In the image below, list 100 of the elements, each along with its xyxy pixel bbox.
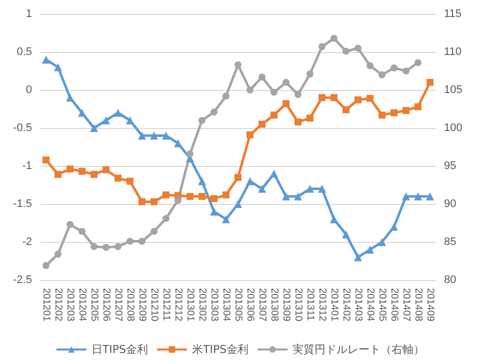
x-tick-label: 201209 <box>136 288 148 322</box>
point <box>354 44 362 52</box>
point <box>162 132 170 140</box>
y2-tick-label: 95 <box>444 160 456 172</box>
x-tick-label: 201407 <box>400 288 412 322</box>
point <box>390 64 398 72</box>
point <box>426 78 434 86</box>
x-tick-label: 201201 <box>40 288 52 322</box>
x-tick-label: 201404 <box>364 288 376 322</box>
x-tick-label: 201301 <box>184 288 196 322</box>
point <box>150 132 158 140</box>
x-tick-label: 201305 <box>232 288 244 322</box>
point <box>42 262 50 270</box>
point <box>330 215 338 224</box>
point <box>102 116 110 124</box>
point <box>378 112 386 119</box>
point <box>126 178 134 185</box>
legend-label: 米TIPS金利 <box>192 343 249 356</box>
x-tick-label: 201303 <box>208 288 220 322</box>
legend-label: 日TIPS金利 <box>91 343 148 356</box>
x-tick-label: 201208 <box>124 288 136 322</box>
x-tick-label: 201403 <box>352 288 364 322</box>
point <box>282 192 290 200</box>
point <box>366 94 374 102</box>
point <box>138 198 146 206</box>
x-tick-label: 201207 <box>112 288 124 322</box>
point <box>114 243 122 250</box>
x-tick-label: 201308 <box>268 288 280 322</box>
point <box>306 114 314 122</box>
point <box>342 230 350 238</box>
y-tick-label: -1.5 <box>13 198 32 210</box>
point <box>402 107 410 114</box>
point <box>294 118 302 126</box>
point <box>294 192 302 200</box>
point <box>318 184 326 193</box>
x-tick-label: 201312 <box>316 288 328 322</box>
y-tick-label: 0.5 <box>16 46 32 58</box>
point <box>222 191 230 198</box>
point <box>66 221 74 228</box>
x-tick-label: 201202 <box>52 288 64 322</box>
point <box>186 192 194 200</box>
y-tick-label: -2.5 <box>13 274 32 286</box>
point <box>366 62 374 70</box>
point <box>330 34 338 42</box>
x-tick-label: 201306 <box>244 288 256 322</box>
point <box>270 88 278 96</box>
y-tick-label: -2 <box>22 236 32 248</box>
point <box>294 91 302 98</box>
point <box>282 100 290 108</box>
point <box>90 243 98 250</box>
point <box>258 120 266 128</box>
point <box>270 170 278 178</box>
point <box>282 78 290 86</box>
point <box>258 184 266 193</box>
x-tick-label: 201406 <box>388 288 400 322</box>
y-tick-label: -0.5 <box>13 122 32 134</box>
point <box>306 70 314 78</box>
point <box>402 192 410 200</box>
point <box>54 63 62 72</box>
point <box>354 253 362 262</box>
point <box>186 150 194 158</box>
y2-tick-label: 85 <box>444 236 456 248</box>
point <box>222 92 230 100</box>
point <box>222 215 230 224</box>
point <box>342 48 350 55</box>
point <box>330 94 338 102</box>
point <box>90 124 98 132</box>
y2-tick-label: 115 <box>444 8 462 20</box>
point <box>246 86 254 94</box>
point <box>78 168 86 175</box>
point <box>198 116 206 124</box>
point <box>126 116 134 124</box>
y2-tick-label: 100 <box>444 122 462 134</box>
point <box>126 238 134 245</box>
point <box>390 222 398 231</box>
legend-label: 実質円ドルレート（右軸） <box>292 343 425 356</box>
point <box>258 74 266 81</box>
point <box>414 59 422 66</box>
point <box>378 71 386 78</box>
x-tick-label: 201304 <box>220 288 232 322</box>
point <box>306 184 314 193</box>
y2-tick-label: 105 <box>444 84 462 96</box>
point <box>318 43 326 50</box>
point <box>234 61 242 68</box>
point <box>174 196 182 204</box>
x-tick-label: 201307 <box>256 288 268 322</box>
x-tick-label: 201206 <box>100 288 112 322</box>
y-tick-label: 1 <box>26 8 32 20</box>
x-tick-label: 201205 <box>88 288 100 322</box>
point <box>162 191 170 198</box>
point <box>210 208 218 216</box>
point <box>234 174 242 181</box>
x-tick-label: 201408 <box>412 288 424 322</box>
point <box>198 192 206 200</box>
point <box>54 250 62 258</box>
point <box>270 112 278 119</box>
point <box>114 174 122 182</box>
point <box>78 228 86 235</box>
y-tick-label: -1 <box>22 160 32 172</box>
point <box>102 244 110 251</box>
